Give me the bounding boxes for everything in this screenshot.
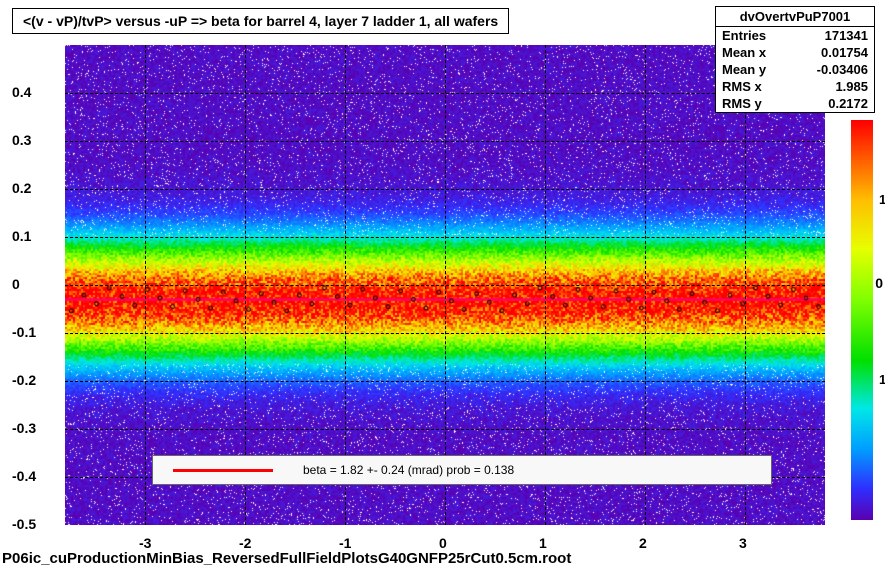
y-tick-label: 0.3 [12, 132, 31, 148]
y-tick-label: -0.2 [12, 372, 36, 388]
y-tick-label: -0.3 [12, 420, 36, 436]
colorbar-tick-label: 1 [879, 372, 885, 387]
y-tick-label: -0.5 [12, 516, 36, 532]
legend-line [173, 469, 273, 472]
x-tick-label: -2 [239, 535, 251, 551]
plot-area [65, 45, 825, 525]
x-tick-label: 1 [539, 535, 547, 551]
stat-row: Mean y-0.03406 [716, 61, 874, 78]
stat-row: RMS y0.2172 [716, 95, 874, 112]
colorbar [851, 120, 873, 520]
x-tick-label: -3 [139, 535, 151, 551]
plot-title: <(v - vP)/tvP> versus -uP => beta for ba… [12, 8, 509, 34]
y-tick-label: 0 [12, 276, 20, 292]
x-tick-label: -1 [339, 535, 351, 551]
colorbar-tick-label: 10 [879, 192, 885, 207]
y-tick-label: 0.1 [12, 228, 31, 244]
fit-legend: beta = 1.82 +- 0.24 (mrad) prob = 0.138 [152, 455, 772, 485]
file-caption: P06ic_cuProductionMinBias_ReversedFullFi… [2, 550, 571, 567]
x-tick-label: 3 [739, 535, 747, 551]
legend-text: beta = 1.82 +- 0.24 (mrad) prob = 0.138 [303, 463, 514, 477]
stat-row: Mean x0.01754 [716, 44, 874, 61]
y-tick-label: -0.1 [12, 324, 36, 340]
x-tick-label: 2 [639, 535, 647, 551]
y-tick-label: -0.4 [12, 468, 36, 484]
stat-row: RMS x1.985 [716, 78, 874, 95]
stat-row: Entries171341 [716, 27, 874, 44]
x-tick-label: 0 [439, 535, 447, 551]
y-tick-label: 0.2 [12, 180, 31, 196]
colorbar-canvas [851, 120, 873, 520]
stats-header: dvOvertvPuP7001 [716, 7, 874, 27]
right-axis-zero: 0 [875, 275, 883, 291]
y-tick-label: 0.4 [12, 84, 31, 100]
stats-box: dvOvertvPuP7001 Entries171341 Mean x0.01… [715, 6, 875, 113]
heatmap-canvas [65, 45, 825, 525]
